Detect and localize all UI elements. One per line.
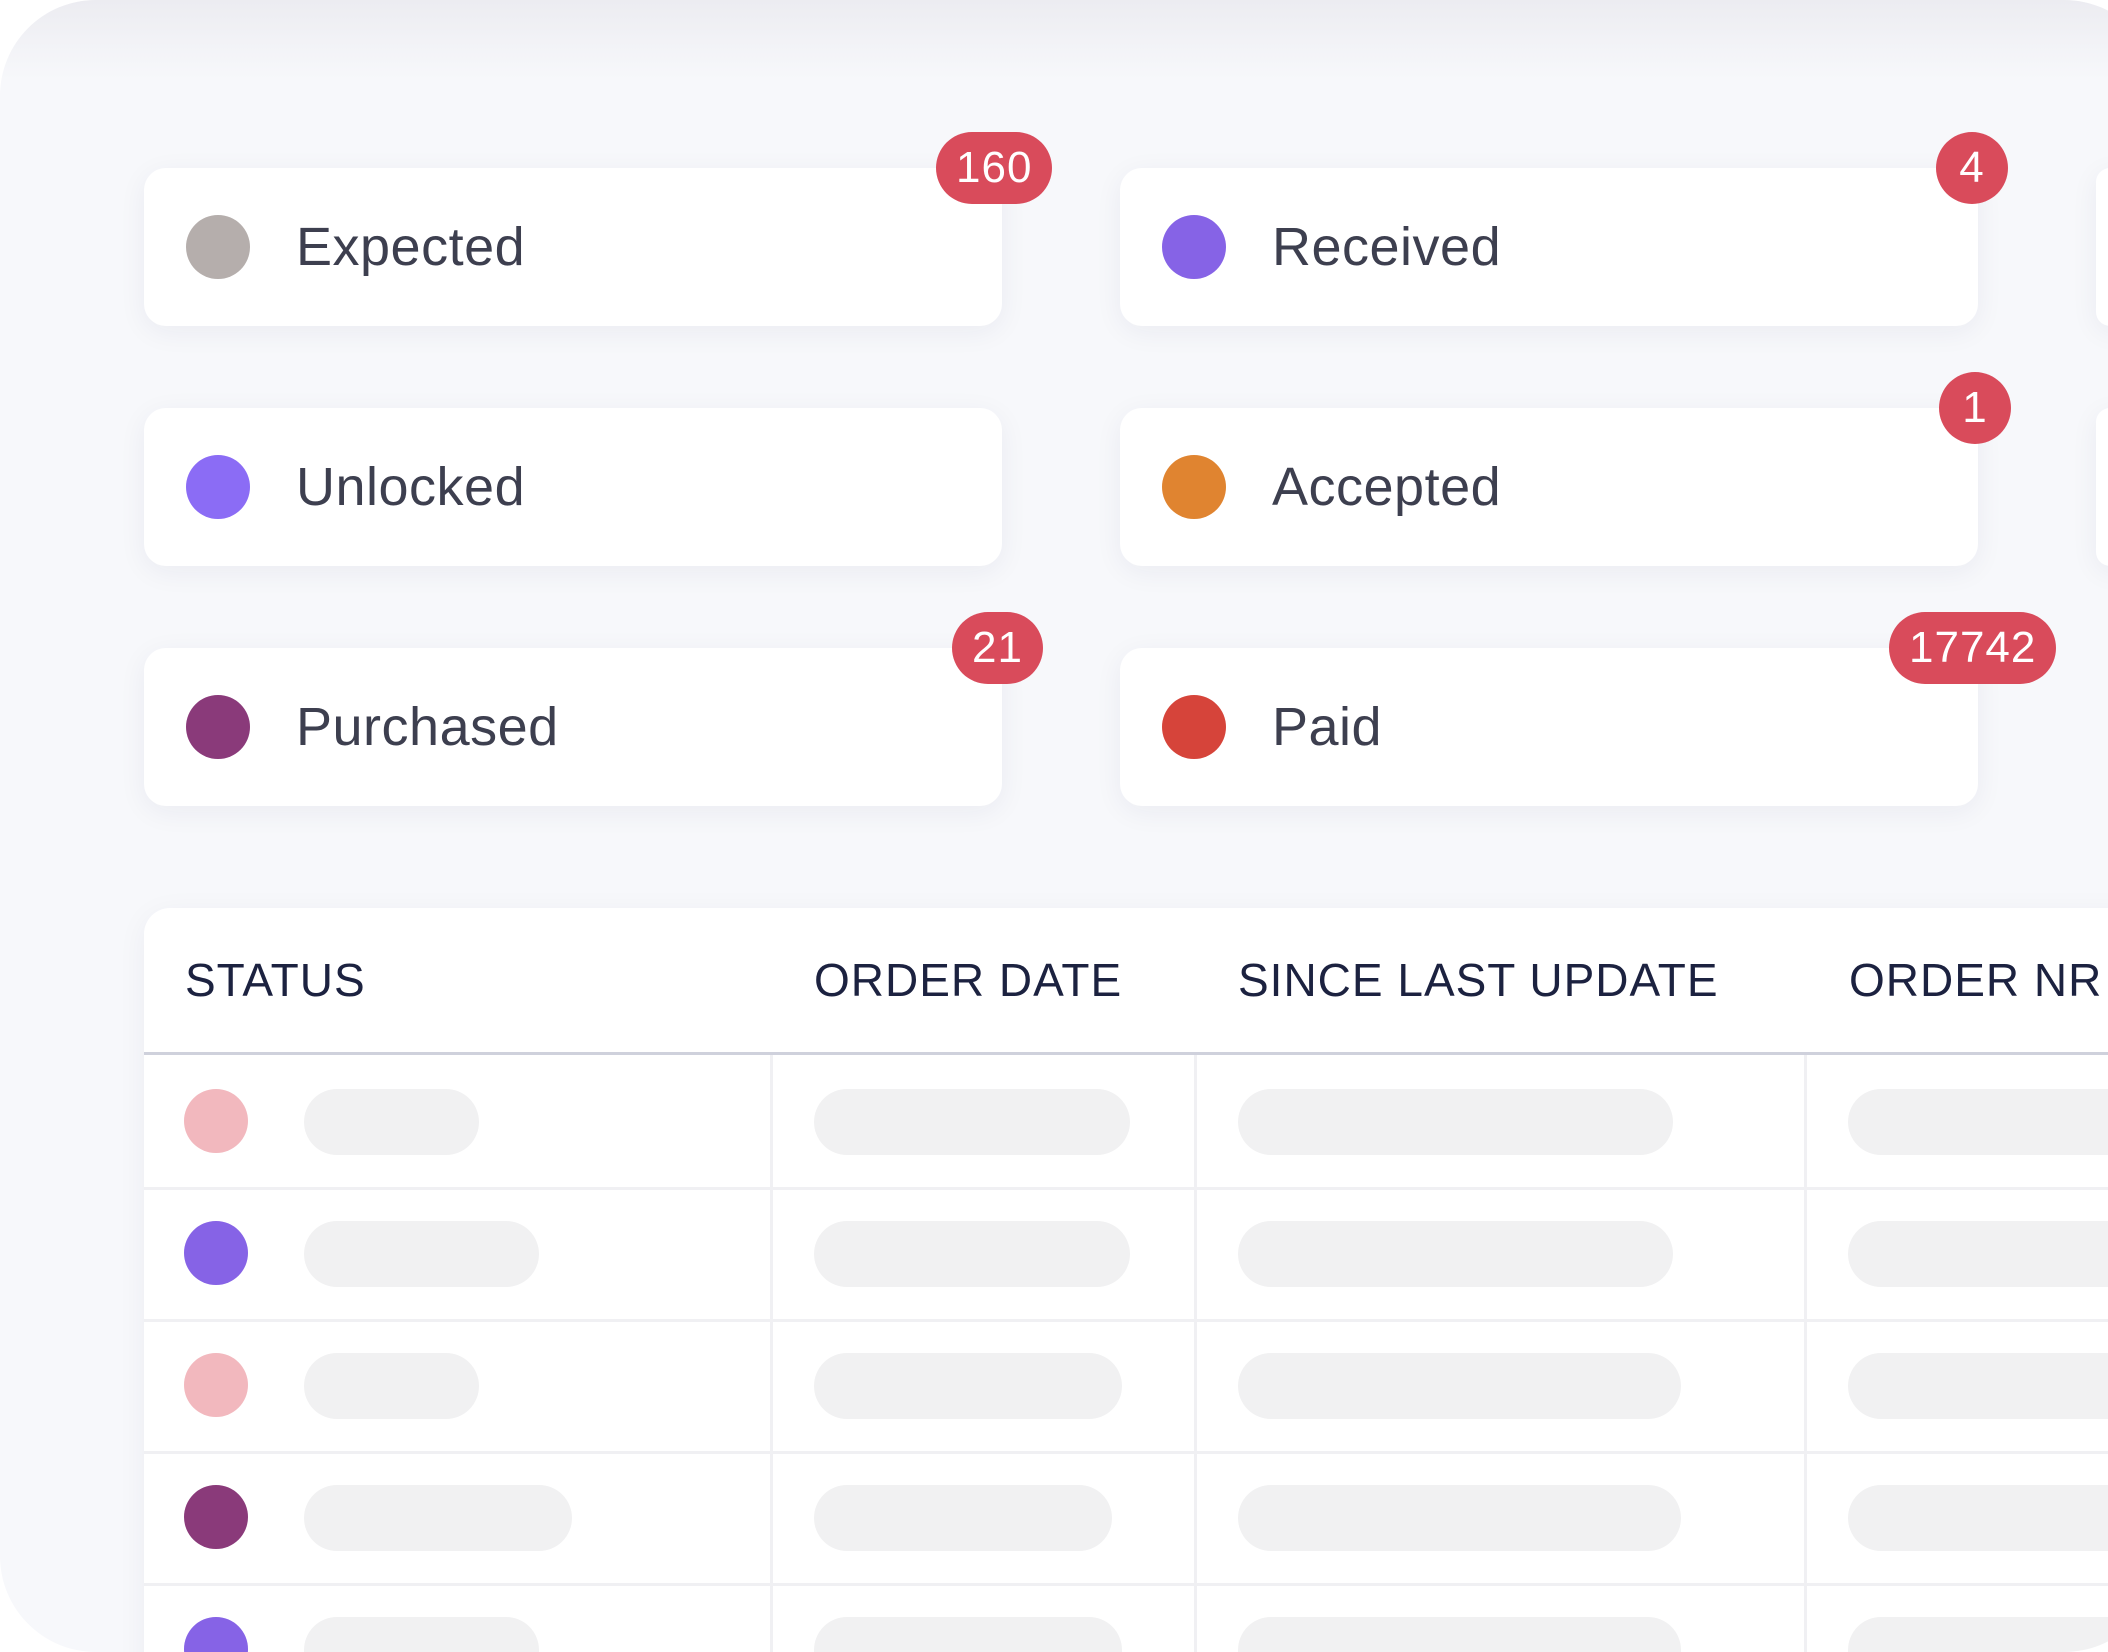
order-nr-placeholder: [1848, 1221, 2108, 1287]
status-card-partial[interactable]: [2096, 168, 2108, 326]
order-date-placeholder: [814, 1221, 1130, 1287]
order-nr-placeholder: [1848, 1485, 2108, 1551]
table-row[interactable]: [144, 1055, 2108, 1190]
status-card-label: Purchased: [296, 697, 559, 757]
status-card-received[interactable]: Received 4: [1120, 132, 2008, 326]
order-date-placeholder: [814, 1485, 1112, 1551]
status-card-paid[interactable]: Paid 17742: [1120, 612, 2057, 806]
table-row[interactable]: [144, 1451, 2108, 1586]
order-nr-placeholder: [1848, 1617, 2108, 1652]
status-placeholder: [304, 1485, 572, 1551]
status-placeholder: [304, 1221, 539, 1287]
column-header-order-nr[interactable]: ORDER NR: [1849, 954, 2103, 1006]
count-badge: 1: [1939, 372, 2011, 444]
status-dot-icon: [184, 1089, 248, 1153]
orders-table: STATUS ORDER DATE SINCE LAST UPDATE ORDE…: [144, 908, 2108, 1652]
table-header: STATUS ORDER DATE SINCE LAST UPDATE ORDE…: [144, 908, 2108, 1055]
order-nr-placeholder: [1848, 1353, 2108, 1419]
status-dot-icon: [186, 215, 250, 279]
status-card-purchased[interactable]: Purchased 21: [144, 612, 1043, 806]
status-dot-icon: [1162, 455, 1226, 519]
since-update-placeholder: [1238, 1617, 1681, 1652]
count-badge: 160: [936, 132, 1053, 204]
status-card-unlocked[interactable]: Unlocked: [144, 408, 1002, 566]
column-header-status[interactable]: STATUS: [185, 954, 366, 1006]
status-dot-icon: [184, 1221, 248, 1285]
column-divider: [1194, 1055, 1197, 1652]
status-card-label: Received: [1272, 217, 1502, 277]
column-divider: [770, 1055, 773, 1652]
status-card-expected[interactable]: Expected 160: [144, 132, 1053, 326]
since-update-placeholder: [1238, 1221, 1673, 1287]
count-badge: 21: [952, 612, 1043, 684]
order-date-placeholder: [814, 1353, 1122, 1419]
column-header-since-last-update[interactable]: SINCE LAST UPDATE: [1238, 954, 1719, 1006]
table-row[interactable]: [144, 1319, 2108, 1454]
count-badge: 4: [1936, 132, 2008, 204]
table-row[interactable]: [144, 1583, 2108, 1652]
column-divider: [1804, 1055, 1807, 1652]
status-placeholder: [304, 1353, 479, 1419]
panel-top-shade: [0, 0, 2108, 80]
status-card-partial[interactable]: [2096, 408, 2108, 566]
status-dot-icon: [1162, 695, 1226, 759]
since-update-placeholder: [1238, 1353, 1681, 1419]
status-dot-icon: [186, 455, 250, 519]
order-date-placeholder: [814, 1617, 1122, 1652]
column-header-order-date[interactable]: ORDER DATE: [814, 954, 1123, 1006]
status-card-label: Unlocked: [296, 457, 526, 517]
status-placeholder: [304, 1089, 479, 1155]
status-card-label: Expected: [296, 217, 526, 277]
since-update-placeholder: [1238, 1485, 1681, 1551]
order-date-placeholder: [814, 1089, 1130, 1155]
status-placeholder: [304, 1617, 539, 1652]
since-update-placeholder: [1238, 1089, 1673, 1155]
status-dot-icon: [186, 695, 250, 759]
status-dot-icon: [184, 1485, 248, 1549]
status-dot-icon: [184, 1617, 248, 1652]
status-card-accepted[interactable]: Accepted 1: [1120, 372, 2011, 566]
order-nr-placeholder: [1848, 1089, 2108, 1155]
status-dot-icon: [1162, 215, 1226, 279]
status-dot-icon: [184, 1353, 248, 1417]
table-row[interactable]: [144, 1187, 2108, 1322]
status-card-label: Accepted: [1272, 457, 1502, 517]
count-badge: 17742: [1889, 612, 2057, 684]
status-card-label: Paid: [1272, 697, 1383, 757]
